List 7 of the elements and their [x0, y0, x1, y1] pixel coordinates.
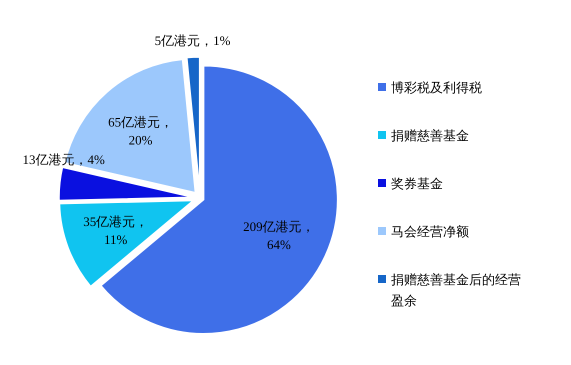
legend-label: 马会经营净额: [391, 224, 469, 239]
legend-label: 博彩税及利得税: [391, 80, 482, 95]
legend-label: 捐赠慈善基金后的经营盈余: [391, 272, 521, 308]
legend-label: 捐赠慈善基金: [391, 128, 469, 143]
data-label: 13亿港元，4%: [22, 152, 106, 167]
data-label: 5亿港元，1%: [154, 33, 231, 48]
legend-label: 奖券基金: [391, 176, 443, 191]
